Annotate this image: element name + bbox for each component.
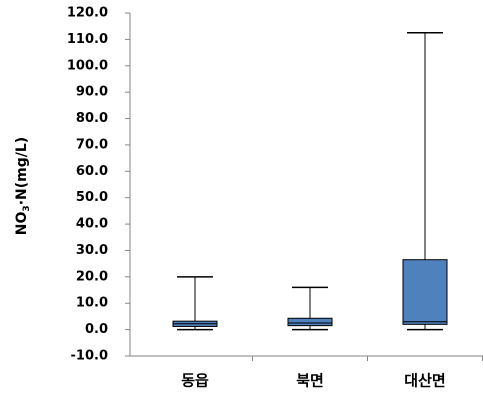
- y-axis-label: NO3·N(mg/L): [14, 137, 32, 235]
- x-tick-label: 북면: [296, 372, 324, 390]
- y-tick-label: 0.0: [85, 322, 108, 337]
- y-tick-label: 120.0: [67, 6, 108, 21]
- y-label-rest: ·N(mg/L): [14, 137, 30, 205]
- x-tick-label: 동읍: [181, 372, 209, 390]
- y-tick-label: -10.0: [71, 349, 108, 364]
- y-tick-label: 10.0: [76, 296, 108, 311]
- y-tick-label: 100.0: [67, 58, 108, 73]
- box: [287, 317, 333, 327]
- y-tick-label: 110.0: [67, 32, 108, 47]
- y-tick-label: 70.0: [76, 137, 108, 152]
- x-tick-label: 대산면: [404, 372, 445, 390]
- y-tick-label: 50.0: [76, 190, 108, 205]
- y-tick-label: 20.0: [76, 269, 108, 284]
- y-label-sub: 3: [22, 205, 32, 211]
- y-tick-label: 40.0: [76, 217, 108, 232]
- y-tick-label: 60.0: [76, 164, 108, 179]
- box: [402, 259, 448, 325]
- y-tick-label: 80.0: [76, 111, 108, 126]
- y-tick-label: 30.0: [76, 243, 108, 258]
- y-label-main: NO: [14, 211, 30, 235]
- y-tick-label: 90.0: [76, 85, 108, 100]
